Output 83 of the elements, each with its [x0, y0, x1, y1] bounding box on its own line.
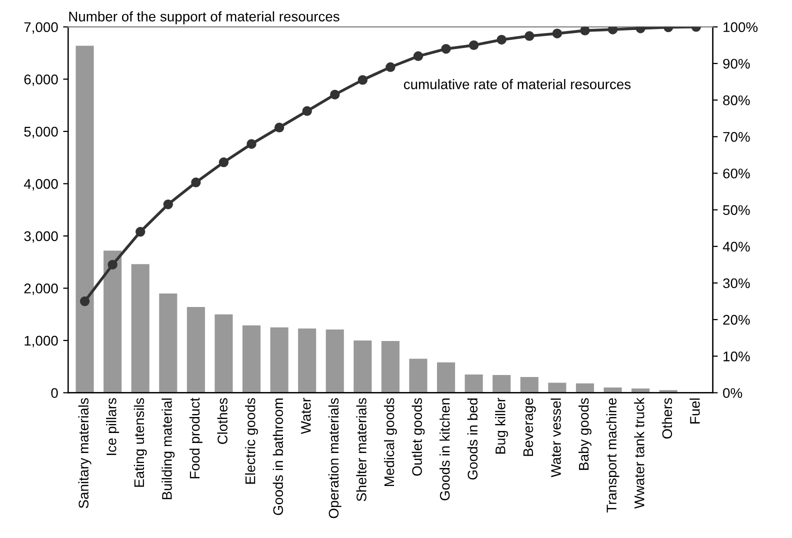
y2-tick-label: 30% [723, 278, 750, 288]
x-tick-label: Water vessel [550, 398, 561, 478]
bar [242, 325, 261, 393]
bar [354, 340, 372, 393]
x-tick-label: Medical goods [384, 398, 397, 486]
point [358, 75, 368, 85]
bar [214, 314, 233, 393]
point [386, 62, 396, 72]
x-tick-label: Shelter materials [356, 398, 366, 502]
point [330, 90, 340, 100]
bar [270, 327, 288, 393]
point [218, 157, 229, 168]
point [608, 26, 618, 34]
x-tick-label: Others [662, 398, 672, 439]
x-tick-label: Outlet goods [412, 398, 425, 476]
x-tick-label: Goods in bathroom [272, 398, 284, 516]
y2-tick-label: 80% [723, 95, 750, 106]
bar [104, 250, 122, 393]
bar [576, 383, 594, 393]
y-tick-label: 3,000 [24, 231, 58, 243]
x-tick-label: Transport machine [606, 398, 620, 513]
x-tick-label: Operation materials [328, 398, 342, 518]
bar [548, 382, 566, 393]
bar [131, 264, 150, 393]
x-tick-label: Clothes [217, 398, 228, 444]
x-tick-label: Baby goods [578, 398, 592, 470]
y2-tick-label: 50% [723, 205, 750, 215]
x-tick-label: Food product [189, 398, 202, 478]
y-tick-label: 2,000 [24, 284, 58, 296]
y-tick-label: 7,000 [24, 22, 58, 34]
series-label: cumulative rate of material resources [404, 79, 631, 90]
point [80, 296, 90, 306]
bar [437, 362, 456, 393]
bar [76, 46, 94, 393]
x-tick-label: Ice pillars [106, 398, 120, 455]
bar [381, 341, 400, 393]
point [496, 34, 506, 45]
bar [326, 330, 344, 393]
y2-tick-label: 70% [723, 132, 750, 142]
point [191, 178, 201, 188]
y-tick-label: 5,000 [24, 126, 58, 138]
point [468, 40, 479, 50]
x-tick-label: Sanitary materials [78, 398, 92, 508]
point [274, 122, 284, 132]
bar [298, 328, 316, 393]
y2-tick-label: 60% [723, 168, 750, 178]
x-tick-label: Bug killer [495, 398, 508, 454]
point [413, 51, 424, 62]
x-tick-label: Beverage [523, 398, 536, 456]
point [552, 28, 562, 38]
point [441, 44, 451, 54]
point [302, 106, 312, 116]
y2-tick-label: 40% [722, 242, 750, 252]
x-tick-label: Water [301, 398, 311, 434]
point [163, 199, 174, 210]
y2-tick-label: 10% [724, 351, 750, 362]
y2-tick-label: 100% [724, 22, 758, 32]
y-tick-label: 4,000 [24, 179, 58, 190]
y-tick-label: 0 [51, 388, 58, 398]
x-tick-label: Fuel [690, 398, 700, 424]
point [136, 226, 146, 237]
chart-title: Number of the support of material resources [69, 11, 340, 24]
y-tick-label: 1,000 [24, 336, 58, 348]
x-tick-label: Wwater tank truck [634, 398, 644, 509]
point [108, 260, 118, 270]
y-tick-label: 6,000 [24, 74, 58, 86]
x-tick-label: Goods in kitchen [440, 398, 450, 500]
y2-tick-label: 20% [723, 314, 750, 325]
x-tick-label: Eating utensils [134, 398, 147, 487]
point [246, 139, 256, 149]
bar [186, 307, 205, 393]
point [524, 31, 534, 41]
bar [409, 358, 428, 393]
x-tick-label: Goods in bed [467, 398, 478, 480]
x-tick-label: Building material [162, 398, 175, 500]
point [580, 26, 590, 36]
bar [464, 374, 483, 393]
bar [520, 377, 538, 393]
x-tick-label: Electric goods [245, 398, 258, 484]
bar [159, 293, 178, 393]
y2-tick-label: 0% [723, 388, 742, 398]
y2-tick-label: 90% [723, 58, 750, 69]
bar [492, 374, 511, 393]
